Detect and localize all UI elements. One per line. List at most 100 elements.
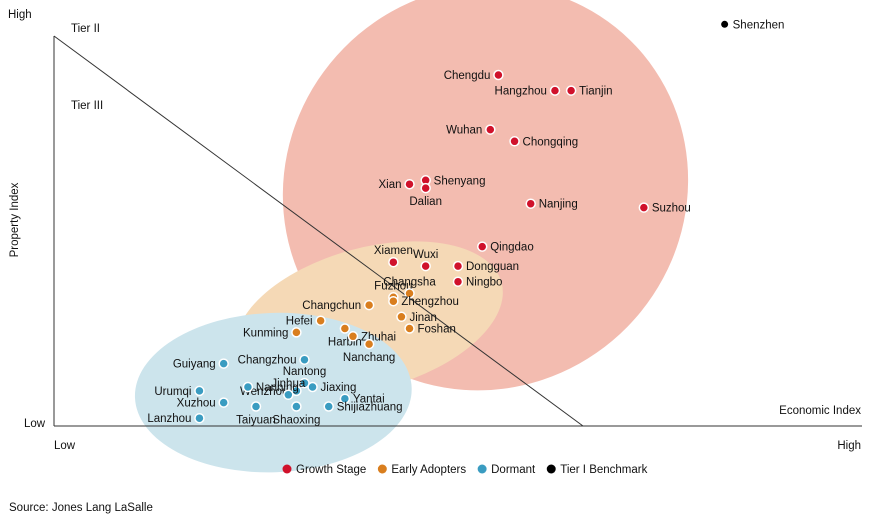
point-lanzhou <box>194 412 205 424</box>
legend-label-growth-stage: Growth Stage <box>296 464 366 476</box>
point-shenzhen <box>721 20 729 28</box>
axes: High Low Low High Economic Index Propert… <box>8 9 862 452</box>
point-jiaxing <box>307 381 318 393</box>
point-taiyuan <box>250 401 262 412</box>
point-label-ningbo: Ningbo <box>466 277 502 289</box>
cluster-areas <box>134 0 689 473</box>
tier-iii-label: Tier III <box>71 100 103 112</box>
legend-label-early-adopters: Early Adopters <box>391 464 466 476</box>
point-shijiazhuang <box>323 401 334 412</box>
point-label-shijiazhuang: Shijiazhuang <box>337 402 403 414</box>
point-label-lanzhou: Lanzhou <box>147 413 191 425</box>
y-axis-label: Property Index <box>9 182 21 257</box>
point-hangzhou <box>549 85 561 96</box>
point-changchun <box>363 299 375 311</box>
tier-ii-label: Tier II <box>71 23 100 35</box>
point-label-jinan: Jinan <box>409 312 437 324</box>
point-label-dongguan: Dongguan <box>466 261 519 273</box>
legend-marker-tier-i-benchmark <box>546 464 556 474</box>
tier-divider-line <box>53 35 584 427</box>
point-label-shenyang: Shenyang <box>434 175 486 187</box>
point-label-kunming: Kunming <box>243 327 288 339</box>
point-chengdu <box>493 69 504 81</box>
point-wenzhou <box>291 385 302 397</box>
point-nanchang <box>363 338 375 350</box>
point-label-urumqi: Urumqi <box>154 386 191 398</box>
point-label-qingdao: Qingdao <box>490 242 533 254</box>
point-label-guiyang: Guiyang <box>173 359 216 371</box>
point-label-hefei: Hefei <box>286 316 313 328</box>
point-label-wuhan: Wuhan <box>446 125 482 137</box>
point-suzhou <box>638 202 650 213</box>
point-xuzhou <box>218 397 229 408</box>
y-tick-low: Low <box>24 418 46 430</box>
point-nanjing <box>525 198 536 209</box>
point-nanning <box>242 381 254 393</box>
point-label-hangzhou: Hangzhou <box>495 86 547 98</box>
x-axis-label: Economic Index <box>779 405 861 417</box>
point-urumqi <box>194 385 205 397</box>
point-label-nanjing: Nanjing <box>539 199 578 211</box>
legend: Growth Stage Early Adopters Dormant Tier I … <box>282 464 648 476</box>
point-kunming <box>291 327 302 338</box>
point-dongguan <box>452 260 464 272</box>
point-label-taiyuan: Taiyuan <box>236 415 276 427</box>
point-label-jiaxing: Jiaxing <box>321 382 357 394</box>
point-nantong <box>299 377 310 389</box>
legend-marker-dormant <box>477 464 487 474</box>
point-label-xuzhou: Xuzhou <box>177 398 216 410</box>
point-yantai <box>339 393 351 404</box>
x-tick-high: High <box>837 440 861 452</box>
point-jinan <box>396 311 407 323</box>
legend-label-dormant: Dormant <box>491 464 536 476</box>
point-label-nanchang: Nanchang <box>343 352 395 364</box>
x-tick-low: Low <box>54 440 76 452</box>
point-jinhua <box>283 389 294 401</box>
point-foshan <box>404 323 415 334</box>
point-label-wuxi: Wuxi <box>413 249 438 261</box>
point-label-dalian: Dalian <box>409 196 442 208</box>
point-label-xian: Xian <box>378 179 401 191</box>
point-changsha <box>404 288 415 299</box>
data-points: Chengdu Hangzhou Tianjin Wuhan Chongqing Xian… <box>147 19 784 426</box>
point-label-yantai: Yantai <box>353 394 385 406</box>
point-label-changsha: Changsha <box>383 276 436 288</box>
cluster-dormant <box>134 312 412 473</box>
point-dalian <box>420 182 431 194</box>
legend-marker-growth-stage <box>282 464 292 474</box>
point-label-shaoxing: Shaoxing <box>272 415 320 427</box>
point-hefei <box>315 315 326 326</box>
y-tick-high: High <box>8 9 32 21</box>
point-zhuhai <box>347 331 359 342</box>
point-wuxi <box>420 260 431 272</box>
point-label-suzhou: Suzhou <box>652 203 691 215</box>
point-label-fuzhou: Fuzhou <box>374 280 412 292</box>
point-ningbo <box>452 276 464 287</box>
point-label-xiamen: Xiamen <box>374 245 413 257</box>
point-label-tianjin: Tianjin <box>579 86 612 98</box>
point-qingdao <box>476 241 488 252</box>
point-harbin <box>339 323 351 334</box>
legend-marker-early-adopters <box>377 464 387 474</box>
point-xiamen <box>388 256 399 268</box>
source-note: Source: Jones Lang LaSalle <box>9 502 153 514</box>
legend-label-tier-i-benchmark: Tier I Benchmark <box>560 464 647 476</box>
point-guiyang <box>218 358 229 369</box>
point-zhengzhou <box>388 295 399 307</box>
point-changzhou <box>299 354 310 365</box>
point-label-chengdu: Chengdu <box>444 70 491 82</box>
point-chongqing <box>509 136 520 147</box>
point-label-jinhua: Jinhua <box>271 378 305 390</box>
point-wuhan <box>485 124 496 135</box>
point-label-changzhou: Changzhou <box>238 355 297 367</box>
point-label-nantong: Nantong <box>283 366 326 378</box>
point-label-changchun: Changchun <box>302 300 361 312</box>
point-label-chongqing: Chongqing <box>523 136 579 148</box>
point-label-foshan: Foshan <box>418 324 456 336</box>
point-tianjin <box>565 85 577 96</box>
point-xian <box>404 178 415 190</box>
point-label-zhengzhou: Zhengzhou <box>401 296 459 308</box>
point-label-shenzhen: Shenzhen <box>733 19 785 31</box>
point-shaoxing <box>291 401 302 412</box>
